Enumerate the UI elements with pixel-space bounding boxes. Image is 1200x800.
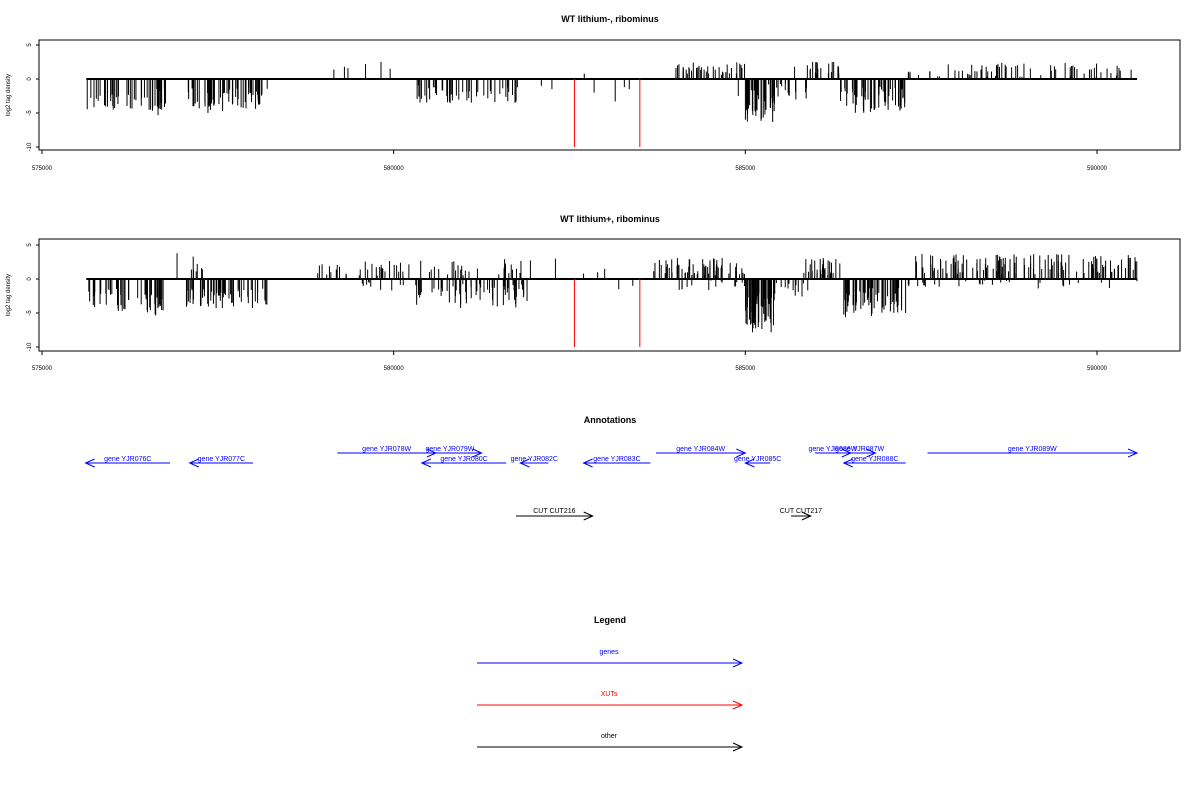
other-label: CUT CUT216	[533, 508, 575, 515]
density-panel-lithium-minus: WT lithium-, ribominus 575000 580000 58500…	[6, 14, 1181, 172]
gene-arrow	[744, 458, 770, 468]
legend-items: genes XUTs other	[477, 649, 744, 752]
annotations-track: Annotations gene YJR076C gene YJR077Cgene…	[84, 415, 1139, 521]
y-tick-label: 5	[27, 43, 33, 47]
other-label: CUT CUT217	[780, 508, 822, 515]
gene-label: gene YJR085C	[734, 456, 781, 463]
legend-label: genes	[599, 649, 619, 656]
legend-arrow	[477, 700, 744, 710]
other-arrow	[791, 511, 812, 521]
gene-arrow	[84, 458, 171, 468]
gene-arrow	[656, 448, 747, 458]
axes: 575000 580000 585000 590000 5 0 -5 -10	[27, 243, 1108, 372]
density-bars	[86, 253, 1138, 347]
feature-arrowhead	[732, 700, 744, 710]
x-tick-label: 590000	[1087, 166, 1108, 172]
gene-label: gene YJR082C	[511, 456, 558, 463]
gene-label: gene YJR079W	[425, 446, 474, 453]
gene-arrow	[582, 458, 651, 468]
y-tick-label: -5	[27, 110, 33, 116]
feature-arrowhead	[801, 511, 812, 521]
y-axis-label: log2 tag density	[6, 274, 12, 316]
annotations-title: Annotations	[584, 415, 637, 425]
feature-arrowhead	[582, 458, 593, 468]
legend-label: XUTs	[601, 691, 618, 698]
feature-arrowhead	[1127, 448, 1139, 458]
gene-label: gene YJR089W	[1008, 446, 1057, 453]
annotation-features: gene YJR076C gene YJR077C gene YJR078W gene…	[84, 446, 1139, 521]
feature-arrowhead	[472, 448, 483, 458]
feature-arrowhead	[519, 458, 530, 468]
legend-arrow	[477, 742, 744, 752]
gene-arrow	[420, 458, 507, 468]
legend: Legend genes XUTs other	[477, 615, 744, 752]
density-bars	[86, 61, 1138, 147]
plot-frame	[38, 238, 1181, 352]
gene-arrow	[519, 458, 549, 468]
gene-label: gene YJR077C	[198, 456, 245, 463]
feature-arrowhead	[842, 458, 854, 468]
x-tick-label: 590000	[1087, 366, 1108, 372]
legend-arrow	[477, 658, 744, 668]
y-tick-label: -5	[27, 310, 33, 316]
feature-arrowhead	[732, 658, 744, 668]
gene-arrow	[927, 448, 1139, 458]
y-tick-label: -10	[27, 142, 33, 151]
y-tick-label: -10	[27, 342, 33, 351]
density-panel-lithium-plus: WT lithium+, ribominus 575000 580000 58500…	[6, 214, 1181, 372]
feature-arrowhead	[866, 448, 877, 458]
gene-arrow	[188, 458, 253, 468]
x-tick-label: 580000	[384, 366, 405, 372]
gene-label: gene YJR076C	[104, 456, 151, 463]
gene-label: gene YJR083C	[593, 456, 640, 463]
legend-title: Legend	[594, 615, 626, 625]
feature-arrowhead	[744, 458, 755, 468]
gene-arrow	[842, 458, 906, 468]
gene-arrow	[418, 448, 483, 458]
feature-arrowhead	[188, 458, 199, 468]
panel-title: WT lithium+, ribominus	[560, 214, 660, 224]
gene-label: gene YJR084W	[676, 446, 725, 453]
feature-arrowhead	[84, 458, 95, 468]
y-axis-label: log2 tag density	[6, 74, 12, 116]
x-tick-label: 585000	[735, 166, 756, 172]
gene-label: gene YJR088C	[851, 456, 898, 463]
y-tick-label: 5	[27, 243, 33, 247]
feature-arrowhead	[732, 742, 744, 752]
feature-arrowhead	[736, 448, 747, 458]
panel-title: WT lithium-, ribominus	[561, 14, 659, 24]
gene-label: gene YJR086W	[808, 446, 857, 453]
plot-frame	[38, 39, 1181, 151]
gene-label: gene YJR080C	[440, 456, 487, 463]
legend-label: other	[601, 733, 618, 740]
feature-arrowhead	[583, 511, 594, 521]
feature-arrowhead	[420, 458, 432, 468]
y-tick-label: 0	[27, 77, 33, 81]
other-arrow	[516, 511, 594, 521]
x-tick-label: 575000	[32, 166, 53, 172]
gene-label: gene YJR078W	[362, 446, 411, 453]
gene-arrow	[843, 448, 877, 458]
axes: 575000 580000 585000 590000 5 0 -5 -10	[27, 43, 1108, 172]
y-tick-label: 0	[27, 277, 33, 281]
x-tick-label: 585000	[735, 366, 756, 372]
x-tick-label: 575000	[32, 366, 53, 372]
gene-label: gene YJR087W	[835, 446, 884, 453]
x-tick-label: 580000	[384, 166, 405, 172]
